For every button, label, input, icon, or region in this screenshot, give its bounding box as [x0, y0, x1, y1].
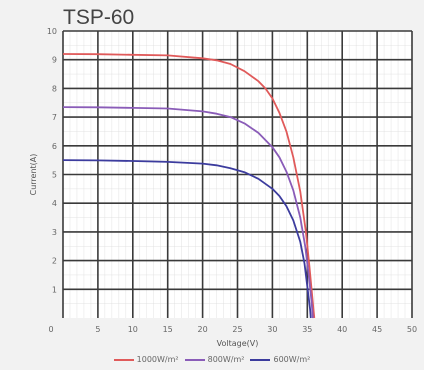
legend-item: 800W/m²	[184, 355, 245, 364]
x-tick-label: 15	[163, 325, 173, 334]
legend-swatch	[113, 358, 134, 361]
legend-swatch	[184, 358, 205, 361]
legend-label: 600W/m²	[273, 355, 311, 364]
series-line-0	[62, 53, 316, 319]
y-tick-label: 8	[52, 84, 57, 93]
x-tick-label: 0	[48, 325, 53, 334]
y-tick-label: 5	[52, 171, 57, 180]
x-tick-label: 50	[407, 325, 417, 334]
legend-label: 1000W/m²	[136, 355, 179, 364]
x-tick-label: 10	[128, 325, 138, 334]
y-tick-label: 3	[52, 228, 57, 237]
y-tick-label: 7	[52, 113, 57, 122]
series-line-1	[62, 106, 314, 319]
legend-label: 800W/m²	[207, 355, 245, 364]
x-tick-label: 40	[337, 325, 347, 334]
y-axis-label: Current(A)	[29, 154, 38, 196]
legend-item: 600W/m²	[250, 355, 310, 364]
y-tick-label: 1	[52, 285, 57, 294]
y-tick-label: 9	[52, 56, 57, 65]
chart-legend: 1000W/m² 800W/m² 600W/m²	[0, 355, 424, 364]
x-tick-label: 30	[267, 325, 277, 334]
y-tick-label: 4	[52, 199, 57, 208]
x-tick-label: 20	[198, 325, 208, 334]
x-axis-label: Voltage(V)	[217, 339, 259, 348]
legend-swatch	[250, 358, 271, 361]
y-tick-label: 10	[47, 27, 57, 36]
y-tick-label: 2	[52, 257, 57, 266]
legend-item: 1000W/m²	[113, 355, 179, 364]
x-tick-label: 45	[372, 325, 382, 334]
y-tick-label: 6	[52, 142, 57, 151]
series-line-2	[62, 159, 312, 319]
x-tick-label: 35	[302, 325, 312, 334]
chart-title: TSP-60	[63, 6, 135, 29]
x-tick-label: 5	[95, 325, 100, 334]
x-tick-label: 25	[232, 325, 242, 334]
